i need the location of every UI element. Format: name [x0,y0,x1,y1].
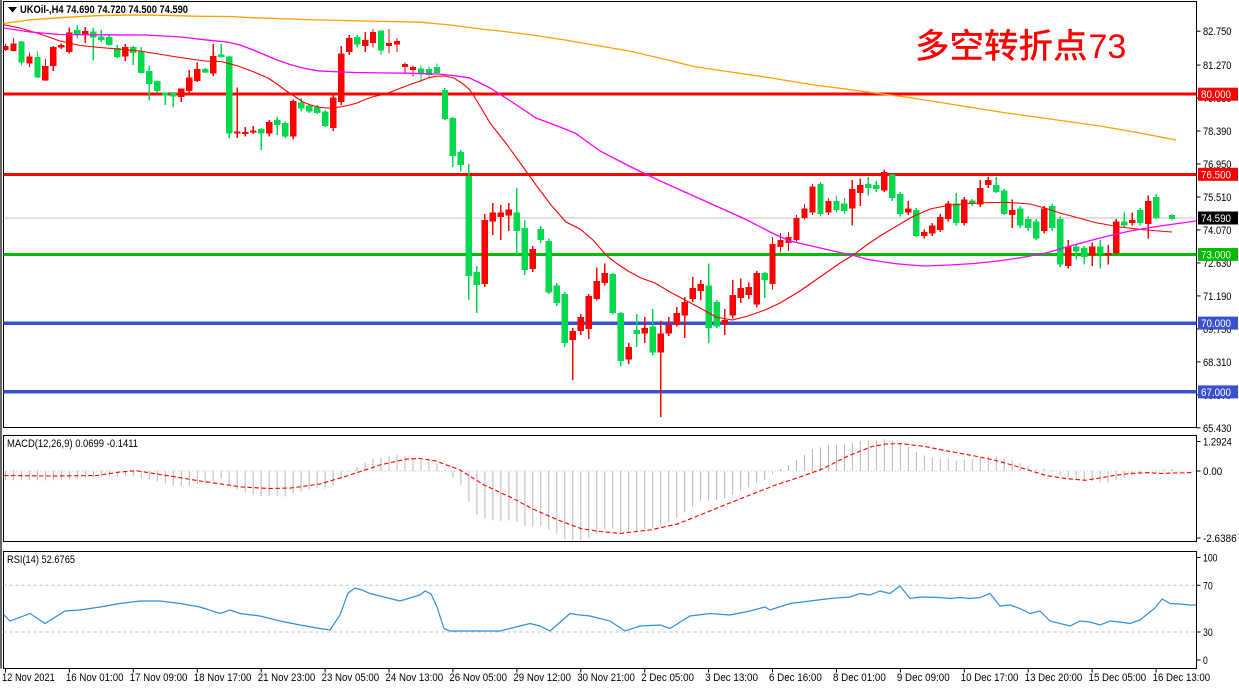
svg-text:10 Dec 17:00: 10 Dec 17:00 [961,672,1019,684]
svg-text:70: 70 [1203,580,1213,592]
svg-text:80.000: 80.000 [1201,89,1231,101]
svg-text:23 Nov 05:00: 23 Nov 05:00 [322,672,380,684]
svg-text:8 Dec 01:00: 8 Dec 01:00 [833,672,886,684]
svg-text:74.070: 74.070 [1203,225,1232,237]
svg-text:0.00: 0.00 [1203,466,1222,478]
svg-text:0: 0 [1203,655,1208,667]
svg-text:78.390: 78.390 [1203,126,1232,138]
svg-text:16 Nov 01:00: 16 Nov 01:00 [66,672,124,684]
svg-text:12 Nov 2021: 12 Nov 2021 [2,672,55,684]
svg-text:29 Nov 12:00: 29 Nov 12:00 [513,672,571,684]
svg-text:30: 30 [1203,627,1213,639]
svg-text:UKOil-,H4 74.690 74.720 74.50: UKOil-,H4 74.690 74.720 74.500 74.590 [20,4,188,16]
svg-text:21 Nov 23:00: 21 Nov 23:00 [258,672,316,684]
svg-text:81.270: 81.270 [1203,60,1232,72]
svg-text:82.750: 82.750 [1203,26,1232,38]
svg-text:16 Dec 13:00: 16 Dec 13:00 [1153,672,1211,684]
svg-text:15 Dec 05:00: 15 Dec 05:00 [1089,672,1147,684]
svg-text:24 Nov 13:00: 24 Nov 13:00 [386,672,444,684]
svg-text:17 Nov 09:00: 17 Nov 09:00 [130,672,188,684]
svg-text:3 Dec 13:00: 3 Dec 13:00 [705,672,758,684]
svg-text:75.510: 75.510 [1203,192,1232,204]
svg-text:30 Nov 21:00: 30 Nov 21:00 [577,672,635,684]
svg-text:73.000: 73.000 [1201,249,1231,261]
svg-text:9 Dec 09:00: 9 Dec 09:00 [897,672,950,684]
svg-text:76.500: 76.500 [1201,169,1231,181]
svg-text:26 Nov 05:00: 26 Nov 05:00 [449,672,507,684]
svg-text:13 Dec 20:00: 13 Dec 20:00 [1025,672,1083,684]
svg-text:-2.6386: -2.6386 [1203,533,1237,545]
svg-text:MACD(12,26,9) 0.0699 -0.1411: MACD(12,26,9) 0.0699 -0.1411 [7,438,138,450]
svg-text:100: 100 [1203,553,1218,565]
svg-text:70.000: 70.000 [1201,318,1231,330]
svg-text:71.190: 71.190 [1203,291,1232,303]
svg-text:65.430: 65.430 [1203,423,1232,435]
svg-text:1.2924: 1.2924 [1203,437,1232,449]
svg-text:18 Nov 17:00: 18 Nov 17:00 [194,672,252,684]
svg-text:74.590: 74.590 [1201,213,1231,225]
svg-text:73: 73 [1089,28,1127,66]
svg-text:6 Dec 16:00: 6 Dec 16:00 [769,672,822,684]
svg-text:67.000: 67.000 [1201,387,1231,399]
svg-text:68.310: 68.310 [1203,357,1232,369]
svg-text:RSI(14) 52.6765: RSI(14) 52.6765 [7,554,75,566]
svg-text:2 Dec 05:00: 2 Dec 05:00 [641,672,694,684]
